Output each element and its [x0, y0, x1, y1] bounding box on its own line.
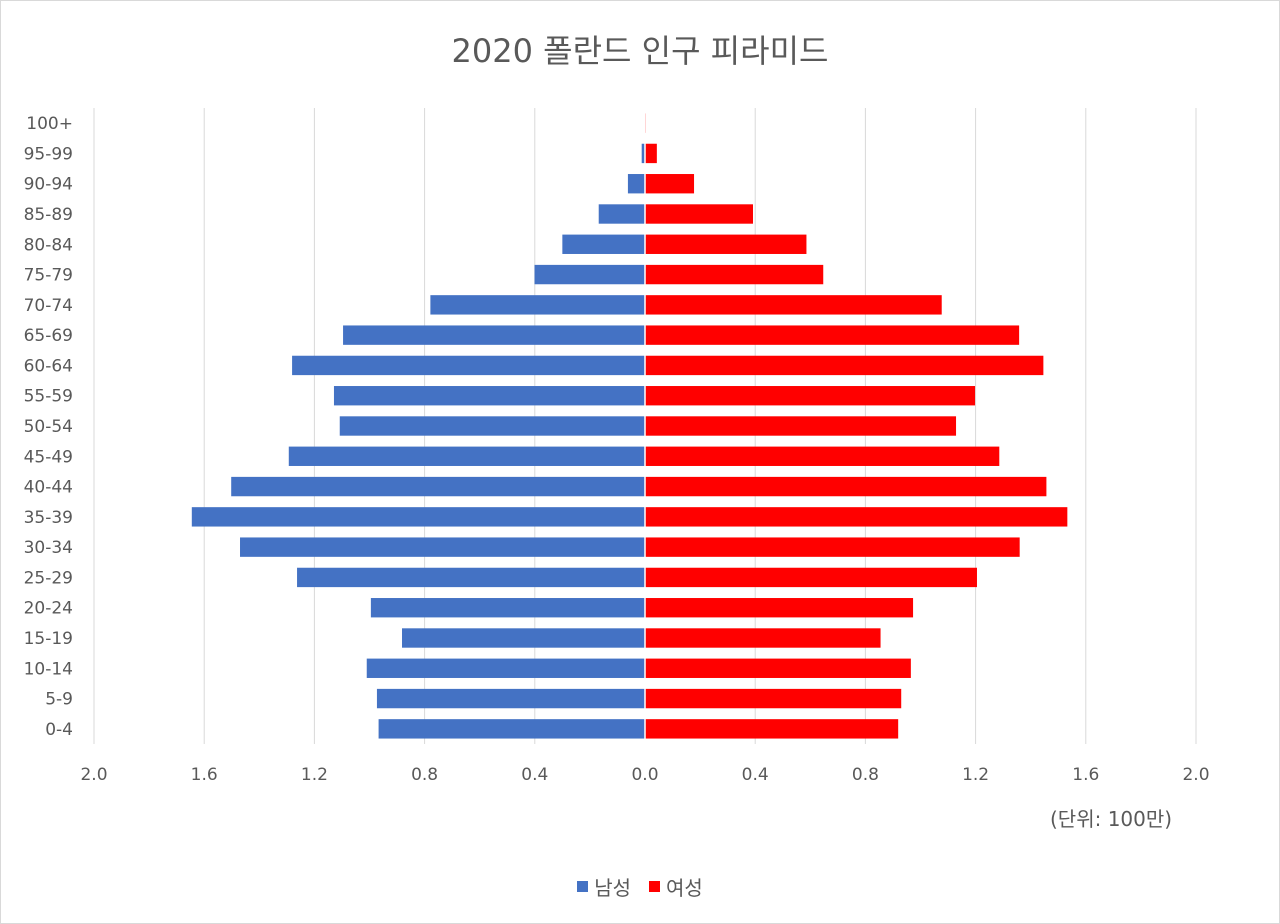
- y-tick-label: 0-4: [45, 720, 73, 740]
- bar-male-20-24: [370, 598, 645, 618]
- bar-female-70-74: [645, 295, 942, 315]
- bar-male-25-29: [297, 567, 645, 588]
- bar-female-25-29: [645, 567, 977, 588]
- y-tick-label: 40-44: [24, 478, 73, 498]
- bar-female-65-69: [645, 325, 1020, 345]
- y-tick-label: 55-59: [24, 387, 73, 407]
- legend-item-female: 여성: [649, 872, 703, 901]
- y-tick-label: 70-74: [24, 296, 73, 316]
- legend: 남성 여성: [0, 872, 1280, 901]
- bar-female-45-49: [645, 446, 1000, 466]
- y-tick-label: 75-79: [24, 266, 73, 286]
- y-tick-label: 80-84: [24, 235, 73, 255]
- bar-male-0-4: [378, 719, 645, 739]
- unit-label: (단위: 100만): [1050, 807, 1173, 831]
- legend-swatch-male: [577, 881, 589, 892]
- bar-male-35-39: [191, 507, 646, 527]
- bar-female-20-24: [645, 598, 914, 618]
- y-tick-label: 45-49: [24, 447, 73, 467]
- bar-female-60-64: [645, 355, 1044, 376]
- chart-title: 2020 폴란드 인구 피라미드: [451, 32, 829, 70]
- x-tick-label: 0.4: [521, 765, 548, 785]
- bar-male-30-34: [240, 537, 645, 557]
- bar-male-60-64: [292, 355, 645, 376]
- bar-female-0-4: [645, 719, 899, 739]
- legend-label-male: 남성: [594, 876, 631, 900]
- y-tick-label: 20-24: [24, 599, 73, 619]
- y-tick-label: 35-39: [24, 508, 73, 528]
- x-tick-label: 0.0: [631, 765, 658, 785]
- legend-label-female: 여성: [666, 876, 703, 900]
- bar-male-40-44: [231, 476, 645, 497]
- y-tick-label: 30-34: [24, 538, 73, 558]
- bar-female-80-84: [645, 234, 807, 254]
- bar-female-35-39: [645, 507, 1068, 527]
- x-tick-label: 0.8: [411, 765, 438, 785]
- y-tick-label: 100+: [26, 114, 73, 134]
- y-tick-label: 95-99: [24, 144, 73, 164]
- x-tick-label: 2.0: [1182, 765, 1209, 785]
- bar-female-55-59: [645, 386, 976, 406]
- bar-female-5-9: [645, 688, 902, 709]
- bar-male-75-79: [534, 264, 645, 285]
- x-tick-label: 1.6: [191, 765, 218, 785]
- x-tick-label: 0.8: [852, 765, 879, 785]
- legend-swatch-female: [649, 881, 660, 892]
- y-tick-label: 85-89: [24, 205, 73, 225]
- bar-male-70-74: [430, 295, 645, 315]
- bar-male-90-94: [627, 174, 645, 194]
- bar-male-5-9: [376, 688, 645, 709]
- bar-male-85-89: [598, 204, 645, 224]
- legend-item-male: 남성: [577, 872, 631, 901]
- bar-female-15-19: [645, 628, 881, 648]
- bar-male-55-59: [333, 386, 645, 406]
- bar-male-95-99: [641, 143, 645, 164]
- y-tick-label: 90-94: [24, 175, 73, 195]
- bar-female-40-44: [645, 476, 1047, 497]
- bar-female-90-94: [645, 174, 695, 194]
- bar-female-85-89: [645, 204, 753, 224]
- y-tick-label: 65-69: [24, 326, 73, 346]
- x-tick-label: 2.0: [80, 765, 107, 785]
- bar-male-45-49: [288, 446, 645, 466]
- bar-male-50-54: [339, 416, 645, 436]
- bar-male-65-69: [343, 325, 645, 345]
- y-tick-label: 10-14: [24, 659, 73, 679]
- bar-female-30-34: [645, 537, 1020, 557]
- bar-male-10-14: [366, 658, 645, 678]
- x-tick-label: 1.2: [301, 765, 328, 785]
- bar-female-95-99: [645, 143, 657, 164]
- y-tick-label: 60-64: [24, 356, 73, 376]
- x-tick-label: 1.6: [1072, 765, 1099, 785]
- bar-female-75-79: [645, 264, 824, 285]
- x-tick-label: 0.4: [742, 765, 769, 785]
- y-tick-label: 25-29: [24, 568, 73, 588]
- bar-male-80-84: [562, 234, 645, 254]
- x-tick-label: 1.2: [962, 765, 989, 785]
- y-tick-label: 5-9: [45, 690, 73, 710]
- bar-female-10-14: [645, 658, 911, 678]
- bar-female-50-54: [645, 416, 957, 436]
- y-tick-label: 50-54: [24, 417, 73, 437]
- bar-male-15-19: [402, 628, 645, 648]
- y-tick-label: 15-19: [24, 629, 73, 649]
